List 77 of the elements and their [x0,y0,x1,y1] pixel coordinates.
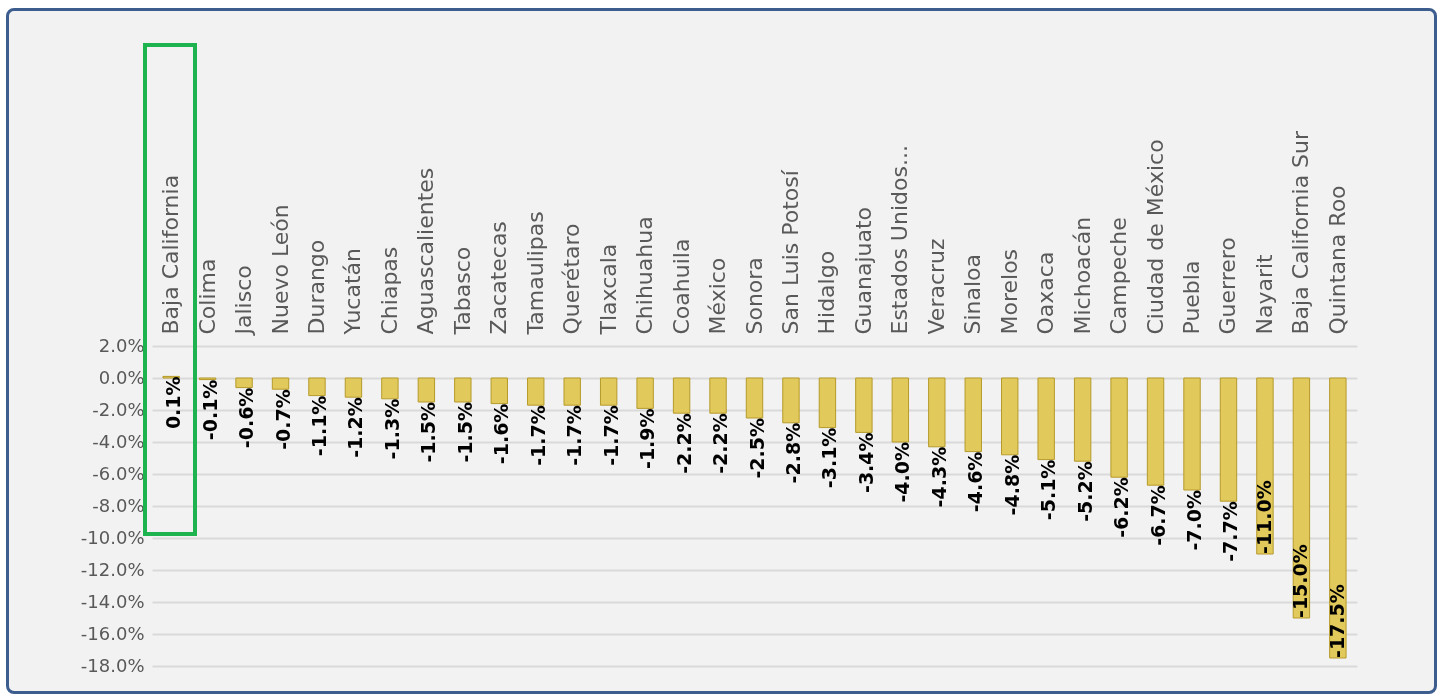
data-label: -6.7% [1146,485,1169,546]
x-tick-label: Morelos [996,248,1022,335]
x-tick-label: Estados Unidos... [887,145,913,335]
y-tick-label: 2.0% [98,334,145,356]
y-tick-label: -12.0% [80,558,145,580]
y-tick-label: -14.0% [80,590,145,612]
data-label: -2.8% [781,422,804,484]
data-label: -1.5% [453,402,476,463]
x-tick-label: Hidalgo [814,250,840,335]
data-label: -7.7% [1219,501,1242,562]
data-label: -1.7% [563,405,586,466]
x-tick-label: Tamaulipas [522,211,548,336]
data-label: 0.1% [162,376,185,430]
y-tick-label: -16.0% [80,622,145,644]
data-label: -17.5% [1325,584,1348,658]
data-label: -1.5% [417,402,440,463]
y-tick-label: -6.0% [92,462,145,484]
data-label: -2.5% [745,418,768,479]
data-label: -0.1% [198,379,221,441]
data-label: -4.3% [927,446,950,508]
x-tick-label: Zacatecas [486,221,512,335]
x-tick-label: Yucatán [340,248,366,336]
data-label: -7.0% [1183,490,1206,551]
data-label: -0.6% [235,387,258,449]
data-label: -0.7% [271,389,294,450]
x-tick-label: Tlaxcala [595,243,621,336]
x-tick-label: Sinaloa [960,253,986,335]
data-label: -5.1% [1037,459,1060,521]
x-tick-label: Aguascalientes [413,167,439,335]
x-tick-label: Veracruz [923,238,949,335]
data-label: -1.9% [636,408,659,469]
x-tick-label: Chiapas [376,246,402,335]
data-label: -15.0% [1289,544,1312,618]
x-tick-label: Baja California [158,174,184,335]
data-label: -2.2% [672,413,695,474]
x-tick-label: Querétaro [559,223,585,335]
x-tick-label: Colima [194,258,220,335]
x-tick-label: Tabasco [449,246,475,336]
x-tick-label: Jalisco [231,265,257,337]
x-tick-label: San Luis Potosí [777,169,803,335]
x-tick-label: Sonora [741,257,767,335]
data-label: -4.0% [891,442,914,503]
y-tick-label: -18.0% [80,654,145,676]
data-label: -1.3% [380,398,403,460]
x-tick-label: Baja California Sur [1288,129,1314,335]
y-tick-label: -10.0% [80,526,145,548]
data-label: -1.2% [344,397,367,458]
x-tick-label: Durango [303,239,329,335]
x-tick-label: Puebla [1179,260,1205,335]
x-tick-label: Nuevo León [267,204,293,335]
x-tick-label: Quintana Roo [1324,185,1350,335]
data-label: -11.0% [1252,480,1275,554]
data-label: -3.4% [854,432,877,493]
data-label: -2.2% [709,413,732,474]
x-tick-label: Ciudad de México [1142,139,1168,335]
x-tick-label: Coahuila [668,238,694,335]
x-tick-label: Campeche [1106,217,1132,335]
data-label: -1.6% [490,403,513,465]
y-tick-label: 0.0% [98,366,145,388]
x-tick-label: México [705,257,731,335]
data-label: -5.2% [1073,461,1096,522]
x-tick-label: Chihuahua [632,216,658,335]
data-label: -1.1% [307,395,330,457]
data-label: -4.8% [1000,454,1023,516]
data-label: -6.2% [1110,477,1133,538]
data-label: -3.1% [818,427,841,489]
x-tick-label: Guerrero [1215,237,1241,335]
data-label: -1.7% [599,405,622,466]
x-tick-label: Oaxaca [1033,251,1059,335]
y-tick-label: -4.0% [92,430,145,452]
x-tick-label: Nayarit [1251,253,1277,335]
x-tick-label: Michoacán [1069,216,1095,335]
x-tick-label: Guanajuato [850,206,876,335]
data-label: -1.7% [526,405,549,466]
y-tick-label: -2.0% [92,398,145,420]
data-label: -4.6% [964,451,987,513]
y-tick-label: -8.0% [92,494,145,516]
